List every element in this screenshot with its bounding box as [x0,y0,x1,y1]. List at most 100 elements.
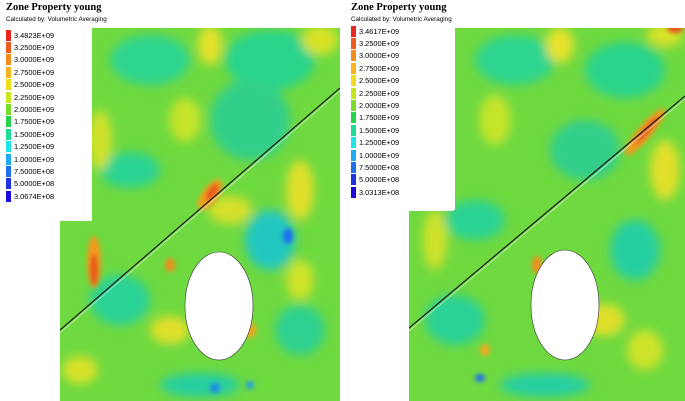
contour-plot-right [409,28,685,401]
legend-entries: 3.4617E+09 3.2500E+09 3.0000E+09 2.7500E+09… [351,25,399,198]
legend-swatch [6,29,11,41]
legend-swatch [351,186,356,198]
legend-label: 3.0000E+09 [14,55,55,65]
tunnel-opening-right [530,249,600,361]
legend-label: 3.0000E+09 [359,51,400,61]
joint-line-left [60,87,340,331]
legend-subtitle: Calculated by: Volumetric Averaging [6,16,107,23]
legend-label: 1.5000E+09 [359,125,400,135]
legend-entry: 2.0000E+09 [6,103,55,116]
legend-entry: 5.0000E+08 [6,178,54,190]
legend-label: 1.0000E+09 [14,154,55,164]
legend-entry: 1.7500E+09 [351,112,399,124]
legend-entry: 2.5000E+09 [6,79,54,91]
legend-label: 3.0313E+08 [359,187,400,197]
legend-swatch [6,54,11,66]
legend-label: 1.0000E+09 [359,150,400,160]
legend-label: 3.0674E+08 [14,191,55,201]
legend-entry: 1.5000E+09 [6,128,54,140]
legend-entry: 1.0000E+09 [351,149,399,161]
legend-entry: 1.5000E+09 [351,124,399,136]
legend-entry: 3.0674E+08 [6,190,54,202]
legend-swatch [6,42,11,54]
legend-swatch [6,128,11,140]
legend-swatch [6,165,11,177]
legend-entry: 2.7500E+09 [6,66,54,78]
legend-label: 7.5000E+08 [359,162,400,172]
legend-swatch [351,137,356,149]
legend-swatch [6,79,11,91]
legend-entries: 3.4823E+09 3.2500E+09 3.0000E+09 2.7500E+09… [6,29,54,202]
tunnel-opening-left [184,251,254,361]
legend-entry: 3.2500E+09 [351,37,400,50]
legend-label: 3.4617E+09 [359,26,400,36]
legend-swatch [6,91,11,103]
legend-entry: 3.4617E+09 [351,25,399,37]
legend-label: 2.0000E+09 [359,101,400,111]
legend-swatch [351,50,356,62]
legend-label: 2.2500E+09 [14,92,55,102]
legend-label: 2.2500E+09 [359,88,400,98]
legend-entry: 2.5000E+09 [351,75,399,87]
legend-label: 2.5000E+09 [14,80,55,90]
legend-label: 3.2500E+09 [14,43,55,53]
legend-label: 2.7500E+09 [14,67,55,77]
legend-entry: 3.0313E+08 [351,186,399,198]
legend-label: 2.0000E+09 [14,105,55,115]
legend-subtitle: Calculated by: Volumetric Averaging [351,16,452,23]
legend-swatch [351,38,356,50]
legend-swatch [351,161,356,173]
legend-entry: 7.5000E+08 [351,161,399,173]
legend-label: 1.5000E+09 [14,129,55,139]
legend-label: 1.2500E+09 [359,138,400,148]
legend-swatch [351,87,356,99]
legend-entry: 1.7500E+09 [6,116,54,128]
legend-entry: 3.0000E+09 [6,54,54,66]
legend-entry: 2.7500E+09 [351,62,399,74]
contour-plot-left [60,28,340,401]
legend-title: Zone Property young [351,2,447,13]
legend-label: 1.7500E+09 [359,113,400,123]
legend-swatch [351,100,356,112]
legend-label: 1.2500E+09 [14,142,55,152]
legend-label: 3.4823E+09 [14,30,55,40]
legend-swatch [351,149,356,161]
legend-entry: 3.0000E+09 [351,50,399,62]
legend-title: Zone Property young [6,2,102,13]
legend-right: Zone Property young Calculated by: Volum… [345,0,453,211]
legend-swatch [351,62,356,74]
legend-label: 3.2500E+09 [359,39,400,49]
legend-swatch [6,178,11,190]
legend-label: 7.5000E+08 [14,166,55,176]
legend-swatch [6,153,11,165]
legend-label: 1.7500E+09 [14,117,55,127]
legend-entry: 2.0000E+09 [351,99,400,112]
legend-swatch [351,25,356,37]
legend-swatch [6,116,11,128]
legend-swatch [6,104,11,116]
legend-entry: 1.2500E+09 [6,141,54,153]
legend-swatch [351,124,356,136]
legend-label: 2.5000E+09 [359,76,400,86]
contour-field-left [60,28,340,401]
legend-entry: 7.5000E+08 [6,165,54,177]
contour-panel-right: Zone Property young Calculated by: Volum… [345,0,685,401]
legend-left: Zone Property young Calculated by: Volum… [0,0,107,221]
legend-entry: 1.2500E+09 [351,137,399,149]
legend-entry: 5.0000E+08 [351,174,399,186]
legend-entry: 1.0000E+09 [6,153,54,165]
legend-entry: 3.2500E+09 [6,41,55,54]
legend-label: 5.0000E+08 [14,179,55,189]
joint-line-right [409,95,685,329]
legend-entry: 2.2500E+09 [6,91,54,103]
contour-panel-left: Zone Property young Calculated by: Volum… [0,0,340,401]
legend-label: 2.7500E+09 [359,63,400,73]
legend-swatch [6,190,11,202]
legend-swatch [6,141,11,153]
legend-swatch [351,174,356,186]
legend-swatch [351,112,356,124]
legend-swatch [351,75,356,87]
legend-entry: 3.4823E+09 [6,29,54,41]
legend-entry: 2.2500E+09 [351,87,399,99]
legend-swatch [6,66,11,78]
